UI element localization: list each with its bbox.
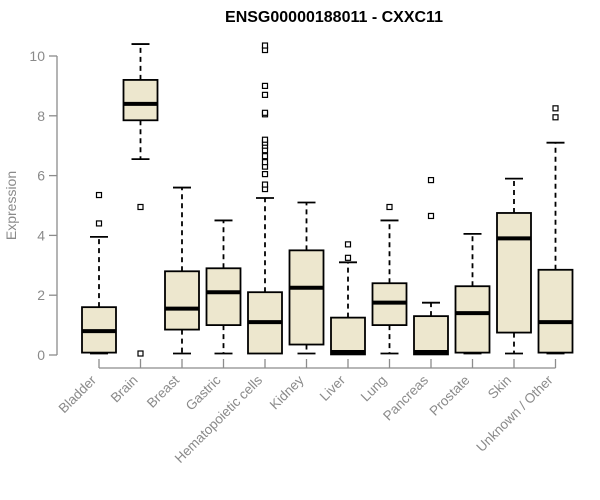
outlier-point (552, 114, 559, 121)
y-tick-label: 6 (37, 168, 45, 184)
iqr-box (496, 212, 532, 334)
iqr-box (164, 270, 200, 331)
outlier-point (95, 220, 103, 227)
boxplot-lung (371, 203, 408, 355)
y-tick-label: 4 (37, 227, 45, 243)
boxplot-gastric (205, 219, 242, 355)
x-category-label-breast: Breast (144, 372, 182, 410)
x-category-label-pancreas: Pancreas (380, 372, 431, 423)
iqr-box (288, 249, 325, 346)
x-category-label-brain: Brain (108, 373, 141, 406)
outlier-point (344, 241, 352, 248)
outlier-point (261, 91, 269, 98)
outlier-point (427, 212, 435, 220)
boxplot-kidney (288, 201, 325, 355)
x-category-label-lung: Lung (358, 373, 390, 405)
iqr-box (454, 285, 491, 354)
outlier-point (552, 105, 559, 112)
outlier-point (261, 136, 269, 143)
y-tick-label: 2 (37, 287, 45, 303)
boxplot-bladder (81, 191, 117, 355)
outlier-point (261, 171, 269, 178)
x-category-label-unknown-other: Unknown / Other (473, 372, 556, 455)
x-category-label-prostate: Prostate (426, 373, 472, 419)
iqr-box (330, 316, 366, 356)
boxplot-pancreas (413, 176, 449, 356)
boxplot-prostate (454, 233, 491, 355)
boxplot-breast (164, 186, 200, 355)
outlier-point (137, 350, 144, 357)
outlier-point (386, 203, 393, 211)
y-axis: 0 2 4 6 8 10 Expression (3, 48, 58, 363)
x-category-label-liver: Liver (317, 372, 349, 404)
iqr-box (122, 79, 159, 122)
iqr-box (537, 268, 574, 354)
y-tick-label: 0 (37, 347, 45, 363)
boxplot-skin (496, 177, 532, 355)
outlier-point (261, 159, 269, 166)
y-tick-label: 10 (29, 48, 45, 64)
outlier-point (95, 191, 103, 199)
x-category-label-kidney: Kidney (267, 372, 307, 412)
outlier-point (344, 254, 352, 261)
boxplot-hematopoietic-cells (247, 42, 283, 355)
outlier-point (261, 153, 269, 160)
y-tick-label: 8 (37, 108, 45, 124)
x-category-label-gastric: Gastric (183, 372, 224, 413)
iqr-box (205, 267, 242, 327)
outlier-point (261, 42, 269, 49)
outlier-point (427, 176, 435, 184)
y-axis-title: Expression (3, 171, 19, 240)
boxplot-brain (122, 43, 159, 357)
boxplot-unknown-other (537, 105, 574, 355)
x-category-label-bladder: Bladder (56, 372, 100, 416)
outlier-point (137, 203, 144, 211)
outlier-point (261, 181, 269, 188)
iqr-box (413, 315, 449, 356)
outlier-point (261, 82, 269, 90)
outlier-point (261, 109, 269, 116)
boxplot-liver (330, 241, 366, 356)
x-category-label-skin: Skin (485, 373, 514, 402)
chart-title: ENSG00000188011 - CXXC11 (225, 9, 443, 26)
